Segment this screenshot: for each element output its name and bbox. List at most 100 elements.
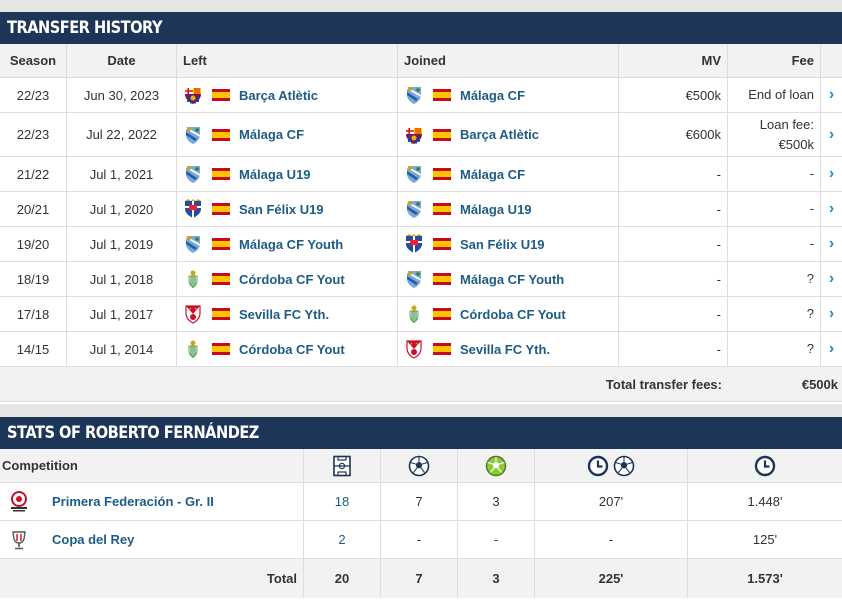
transfer-row: 14/15 Jul 1, 2014 Córdoba CF Yout Sevilla F… bbox=[0, 332, 842, 367]
minutes-value: 125' bbox=[752, 532, 778, 547]
date-cell: Jul 1, 2014 bbox=[67, 332, 177, 366]
stats-total-row: Total 20 7 3 225' 1.573' bbox=[0, 559, 842, 598]
fee-value: - bbox=[809, 166, 814, 181]
joined-club-link[interactable]: Málaga CF bbox=[460, 166, 526, 182]
date-cell: Jul 1, 2019 bbox=[67, 227, 177, 261]
sanfelix-crest-icon bbox=[404, 234, 424, 254]
stats-row: Copa del Rey 2 - - - 125' bbox=[0, 521, 842, 559]
left-club-cell: Córdoba CF Yout bbox=[177, 332, 398, 366]
competition-cell: Primera Federación - Gr. II bbox=[0, 483, 304, 520]
left-club-link[interactable]: San Félix U19 bbox=[239, 201, 324, 217]
chevron-right-icon[interactable]: › bbox=[828, 86, 835, 103]
malaga-crest-icon bbox=[404, 199, 424, 219]
malaga-crest-icon bbox=[404, 164, 424, 184]
joined-club-cell: San Félix U19 bbox=[398, 227, 619, 261]
transfer-history-panel: TRANSFER HISTORY Season Date Left Joined… bbox=[0, 12, 842, 404]
col-market-value: MV bbox=[619, 44, 728, 77]
transfer-row: 22/23 Jul 22, 2022 Málaga CF Barça Atlètic €… bbox=[0, 113, 842, 157]
stats-title: STATS OF ROBERTO FERNÁNDEZ bbox=[7, 423, 259, 443]
market-value-cell: - bbox=[619, 227, 728, 261]
chevron-right-icon[interactable]: › bbox=[828, 165, 835, 182]
fee-value: ? bbox=[806, 306, 814, 321]
fee-cell: End of loan bbox=[728, 78, 821, 112]
joined-club-link[interactable]: Córdoba CF Yout bbox=[460, 306, 566, 322]
sanfelix-crest-icon bbox=[183, 199, 203, 219]
chevron-right-icon[interactable]: › bbox=[828, 125, 835, 143]
minutes-value: 1.448' bbox=[747, 494, 783, 509]
assists-value: 3 bbox=[458, 483, 535, 520]
col-appearances bbox=[304, 449, 381, 482]
fee-cell: ? bbox=[728, 297, 821, 331]
left-club-link[interactable]: Barça Atlètic bbox=[239, 87, 318, 103]
joined-club-cell: Málaga CF Youth bbox=[398, 262, 619, 296]
clock-icon bbox=[754, 455, 776, 477]
barca-crest-icon bbox=[183, 85, 203, 105]
left-club-link[interactable]: Málaga CF bbox=[239, 127, 305, 142]
date-cell: Jul 1, 2017 bbox=[67, 297, 177, 331]
chevron-right-icon[interactable]: › bbox=[828, 235, 835, 252]
cordoba-crest-icon bbox=[183, 269, 203, 289]
joined-club-link[interactable]: San Félix U19 bbox=[460, 236, 545, 252]
market-value-cell: - bbox=[619, 157, 728, 191]
total-minutes-per-goal: 225' bbox=[535, 559, 688, 598]
competition-link[interactable]: Primera Federación - Gr. II bbox=[52, 494, 214, 509]
clock-icon bbox=[587, 455, 609, 477]
market-value-cell: - bbox=[619, 192, 728, 226]
appearances-value[interactable]: 18 bbox=[304, 483, 381, 520]
left-club-link[interactable]: Málaga CF Youth bbox=[239, 236, 344, 252]
fee-value: - bbox=[809, 201, 814, 216]
transfer-row: 19/20 Jul 1, 2019 Málaga CF Youth San Félix… bbox=[0, 227, 842, 262]
col-minutes bbox=[688, 449, 842, 482]
left-club-link[interactable]: Córdoba CF Yout bbox=[239, 271, 345, 287]
fee-value: ? bbox=[806, 271, 814, 286]
joined-club-link[interactable]: Sevilla FC Yth. bbox=[460, 341, 551, 357]
chevron-right-icon[interactable]: › bbox=[828, 270, 835, 287]
copa-del-rey-logo bbox=[12, 530, 26, 549]
ball-icon bbox=[408, 455, 430, 477]
spain-flag-icon bbox=[212, 238, 230, 250]
spain-flag-icon bbox=[212, 89, 230, 101]
joined-club-link[interactable]: Málaga U19 bbox=[460, 201, 532, 217]
market-value-cell: €500k bbox=[619, 78, 728, 112]
assist-ball-icon bbox=[485, 455, 507, 476]
chevron-right-icon[interactable]: › bbox=[828, 340, 835, 357]
transfer-row: 18/19 Jul 1, 2018 Córdoba CF Yout Málaga CF… bbox=[0, 262, 842, 297]
left-club-link[interactable]: Málaga U19 bbox=[239, 166, 311, 182]
cordoba-crest-icon bbox=[404, 304, 424, 324]
left-club-link[interactable]: Sevilla FC Yth. bbox=[239, 306, 330, 322]
goals-value: - bbox=[381, 521, 458, 558]
market-value-cell: - bbox=[619, 262, 728, 296]
joined-club-cell: Córdoba CF Yout bbox=[398, 297, 619, 331]
season-cell: 17/18 bbox=[0, 297, 67, 331]
spain-flag-icon bbox=[433, 128, 451, 141]
joined-club-link[interactable]: Málaga CF bbox=[460, 87, 526, 103]
competition-link[interactable]: Copa del Rey bbox=[52, 532, 135, 547]
total-assists: 3 bbox=[458, 559, 535, 598]
spain-flag-icon bbox=[433, 203, 451, 215]
left-club-link[interactable]: Córdoba CF Yout bbox=[239, 341, 345, 357]
chevron-right-icon[interactable]: › bbox=[828, 200, 835, 217]
fee-value: End of loan bbox=[748, 87, 814, 102]
appearances-value[interactable]: 2 bbox=[304, 521, 381, 558]
spain-flag-icon bbox=[433, 168, 451, 180]
transfer-row: 21/22 Jul 1, 2021 Málaga U19 Málaga CF - - › bbox=[0, 157, 842, 192]
date-cell: Jul 1, 2020 bbox=[67, 192, 177, 226]
joined-club-link[interactable]: Barça Atlètic bbox=[460, 127, 539, 142]
spain-flag-icon bbox=[433, 343, 451, 355]
barca-crest-icon bbox=[404, 125, 424, 145]
col-joined: Joined bbox=[398, 44, 619, 77]
joined-club-link[interactable]: Málaga CF Youth bbox=[460, 271, 565, 287]
joined-club-cell: Málaga CF bbox=[398, 157, 619, 191]
market-value-cell: - bbox=[619, 332, 728, 366]
malaga-crest-icon bbox=[404, 85, 424, 105]
col-left: Left bbox=[177, 44, 398, 77]
joined-club-cell: Barça Atlètic bbox=[398, 113, 619, 156]
date-cell: Jun 30, 2023 bbox=[67, 78, 177, 112]
date-cell: Jul 1, 2021 bbox=[67, 157, 177, 191]
col-assists bbox=[458, 449, 535, 482]
spain-flag-icon bbox=[433, 89, 451, 101]
stats-header: STATS OF ROBERTO FERNÁNDEZ bbox=[0, 417, 842, 449]
cordoba-crest-icon bbox=[183, 339, 203, 359]
chevron-right-icon[interactable]: › bbox=[828, 305, 835, 322]
joined-club-cell: Málaga U19 bbox=[398, 192, 619, 226]
